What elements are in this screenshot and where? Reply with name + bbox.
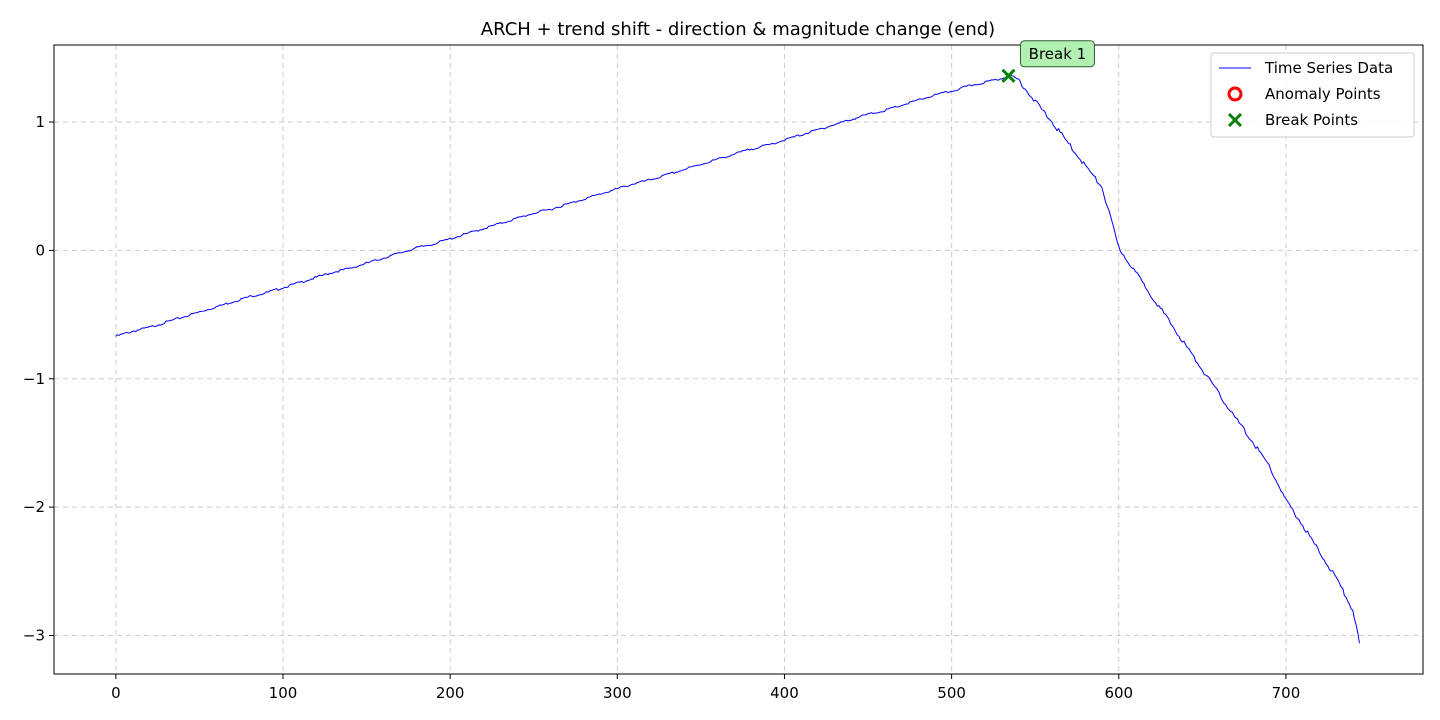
legend-item: Break Points [1227,111,1358,129]
legend-label: Break Points [1265,111,1358,129]
y-tick-label: 0 [35,241,45,259]
legend: Time Series Data Anomaly Points Break Poin… [1210,52,1415,138]
x-tick-label: 700 [1272,684,1301,702]
break-point-marker [1001,68,1016,83]
axes-frame [53,44,1424,675]
x-tick-label: 500 [937,684,966,702]
x-tick-label: 100 [269,684,298,702]
y-tick-label: −2 [23,498,45,516]
annotation-label: Break 1 [1029,45,1087,63]
x-axis: 0 100 200 300 400 500 600 700 [111,674,1300,702]
break-point-stroke [1001,68,1016,83]
legend-circle-icon [1227,86,1243,102]
annotations: Break 1 [1019,40,1095,68]
x-tick-label: 300 [603,684,632,702]
legend-box [1210,52,1415,138]
legend-label: Time Series Data [1264,59,1393,77]
x-tick-label: 400 [770,684,799,702]
legend-item: Anomaly Points [1227,85,1381,103]
plot-area [115,68,1360,644]
chart-title: ARCH + trend shift - direction & magnitu… [481,19,995,40]
legend-x-icon [1227,112,1243,128]
x-tick-label: 200 [436,684,465,702]
annotation-box [1019,40,1095,68]
grid [54,45,1423,674]
legend-label: Anomaly Points [1265,85,1381,103]
x-tick-label: 0 [111,684,121,702]
legend-item: Time Series Data [1219,59,1393,77]
y-tick-label: −1 [23,370,45,388]
y-tick-label: 1 [35,113,45,131]
y-tick-label: −3 [23,626,45,644]
series-line [115,74,1360,644]
y-axis: 1 0 −1 −2 −3 [23,113,54,644]
x-tick-label: 600 [1104,684,1133,702]
